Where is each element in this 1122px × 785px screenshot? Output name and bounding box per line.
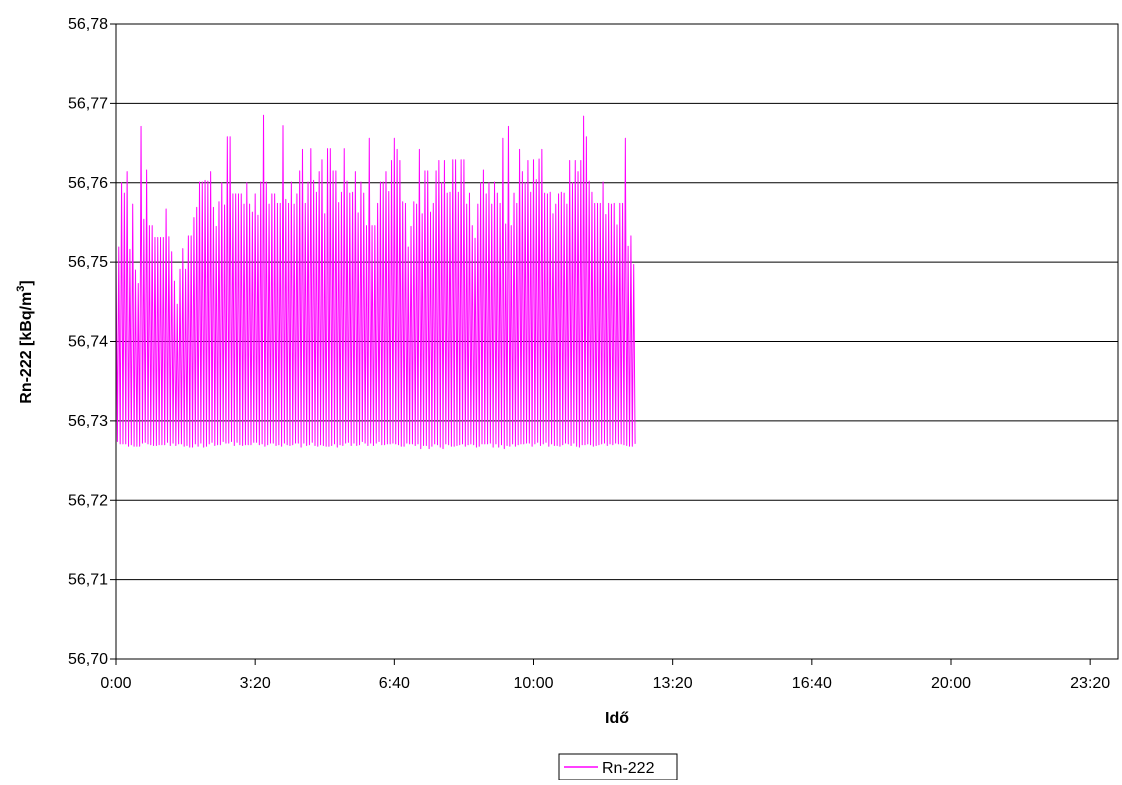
y-tick-label: 56,70	[68, 651, 108, 668]
legend: Rn-222	[558, 753, 678, 781]
x-tick-label: 3:20	[240, 675, 271, 692]
x-tick-label: 13:20	[653, 675, 693, 692]
y-axis-title: Rn-222 [kBq/m3]	[15, 280, 35, 403]
x-tick-label: 0:00	[100, 675, 131, 692]
y-tick-label: 56,73	[68, 413, 108, 430]
y-tick-label: 56,76	[68, 175, 108, 192]
y-tick-label: 56,74	[68, 334, 108, 351]
y-tick-label: 56,72	[68, 492, 108, 509]
x-tick-label: 16:40	[792, 675, 832, 692]
x-tick-label: 10:00	[513, 675, 553, 692]
legend-box	[558, 753, 678, 781]
legend-label-rn-222: Rn-222	[602, 760, 655, 777]
x-axis-title: Idő	[605, 710, 629, 727]
y-tick-label: 56,71	[68, 572, 108, 589]
x-tick-label: 20:00	[931, 675, 971, 692]
x-tick-label: 6:40	[379, 675, 410, 692]
series-line-rn-222	[115, 114, 636, 450]
x-tick-label: 23:20	[1070, 675, 1110, 692]
y-tick-label: 56,75	[68, 254, 108, 271]
y-tick-label: 56,78	[68, 16, 108, 33]
y-tick-label: 56,77	[68, 95, 108, 112]
